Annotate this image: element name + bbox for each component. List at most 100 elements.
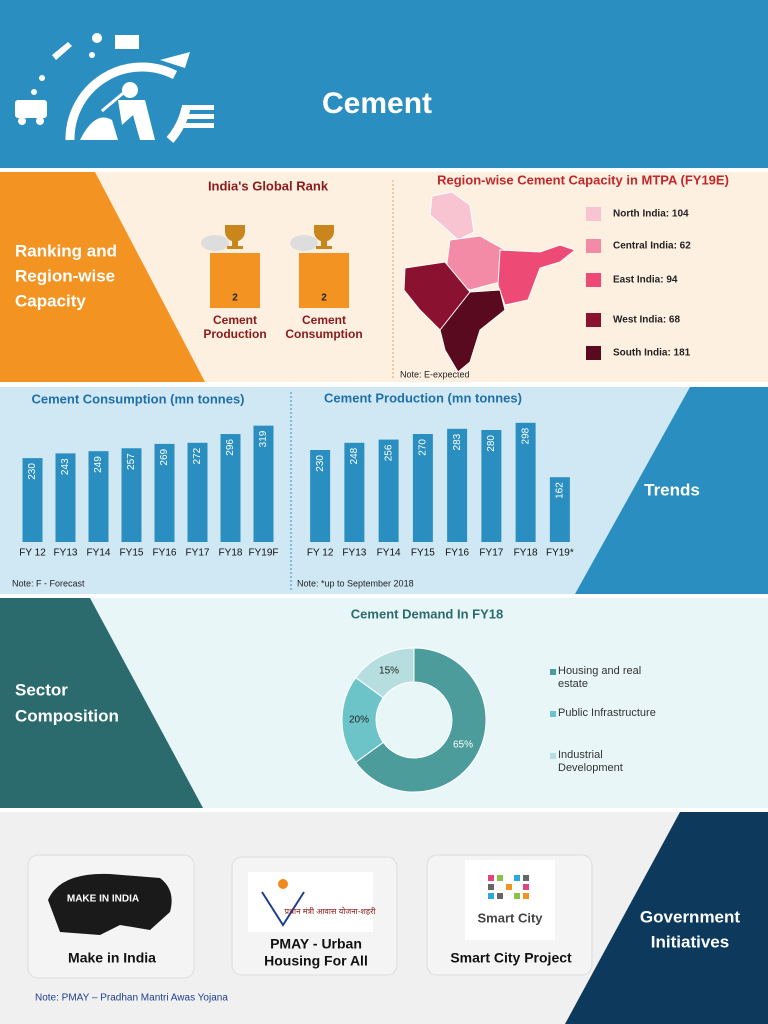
card-label: PMAY - Urban (270, 936, 362, 952)
legend-label: West India: 68 (613, 315, 680, 326)
bar-value-label: 162 (555, 482, 566, 499)
header-icons (15, 33, 214, 140)
x-tick-label: FY 12 (19, 548, 46, 559)
shadow (290, 235, 318, 251)
legend-swatch (586, 207, 601, 221)
pmay-logo (248, 872, 373, 932)
bar (447, 428, 468, 542)
ranking-label-shape (0, 172, 205, 382)
bar (22, 458, 43, 542)
section-label: Initiatives (651, 932, 729, 951)
government-label-shape (565, 812, 768, 1024)
bar-value-label: 256 (383, 444, 394, 461)
legend-label: North India: 104 (613, 209, 689, 220)
legend-label: East India: 94 (613, 275, 678, 286)
card: MAKE IN INDIA Make in India (27, 854, 195, 979)
bar-value-label: 230 (315, 455, 326, 472)
x-tick-label: FY13 (54, 548, 78, 559)
section-label: Composition (15, 706, 119, 725)
x-tick-label: FY17 (186, 548, 210, 559)
logo-dot (278, 879, 288, 889)
card: Smart City Smart City Project (426, 854, 593, 976)
rank-box (299, 253, 349, 308)
bar-value-label: 296 (225, 439, 236, 456)
card-label: Make in India (68, 950, 156, 966)
header-band (0, 0, 768, 168)
legend-swatch (550, 753, 556, 759)
bar-value-label: 319 (258, 430, 269, 447)
card-label: Smart City Project (450, 950, 572, 966)
bar-value-label: 270 (418, 439, 429, 456)
x-tick-label: FY13 (342, 548, 366, 559)
bar (412, 434, 433, 542)
legend-swatch (550, 711, 556, 717)
map-title: Region-wise Cement Capacity in MTPA (FY1… (437, 172, 729, 187)
bar-value-label: 230 (27, 463, 38, 480)
smart-city-logo (465, 860, 555, 940)
section-label: Ranking and (15, 241, 117, 260)
x-tick-label: FY18 (514, 548, 538, 559)
bar (481, 430, 502, 542)
chart-note: Note: F - Forecast (12, 578, 85, 588)
rank-value: 2 (321, 293, 327, 304)
sector-label-shape (0, 598, 203, 808)
legend-label: Industrial Development (558, 749, 623, 774)
logo-roof (261, 891, 305, 927)
x-tick-label: FY15 (411, 548, 435, 559)
chart-note: Note: *up to September 2018 (297, 578, 414, 588)
bar (187, 442, 208, 542)
section-label: Trends (644, 480, 700, 499)
footnote: Note: PMAY – Pradhan Mantri Awas Yojana (35, 993, 228, 1004)
legend-label: Central India: 62 (613, 241, 691, 252)
legend-swatch (586, 346, 601, 360)
slice-label: 20% (349, 715, 369, 726)
chart-title: Cement Demand In FY18 (351, 606, 503, 621)
bar-value-label: 249 (93, 456, 104, 473)
trends-label-shape (575, 387, 768, 594)
rank-value: 2 (232, 293, 238, 304)
bar (253, 425, 274, 542)
logo-grid (488, 875, 529, 899)
card-label: Housing For All (264, 953, 368, 969)
trophy (313, 225, 335, 249)
bar (515, 422, 536, 542)
bar-value-label: 243 (60, 458, 71, 475)
lion-logo (48, 873, 172, 935)
bar (55, 453, 76, 542)
map-region (429, 191, 475, 241)
bar-value-label: 283 (452, 433, 463, 450)
rank-label: Cement (302, 313, 346, 327)
slice-label: 15% (379, 666, 399, 677)
x-tick-label: FY18 (219, 548, 243, 559)
x-tick-label: FY19F (248, 548, 278, 559)
bar-value-label: 280 (486, 435, 497, 452)
x-tick-label: FY14 (87, 548, 111, 559)
x-tick-label: FY15 (120, 548, 144, 559)
legend-label: Public Infrastructure (558, 707, 656, 719)
logo-text: MAKE IN INDIA (67, 894, 139, 905)
rank-label: Production (203, 327, 266, 341)
x-tick-label: FY19* (546, 548, 574, 559)
legend-label: Housing and real estate (558, 665, 642, 690)
bar-value-label: 269 (159, 448, 170, 465)
ranking-label: Ranking and Region-wise Capacity (15, 241, 117, 310)
slice-label: 65% (453, 740, 473, 751)
bar-value-label: 298 (520, 427, 531, 444)
donut-slice (355, 647, 415, 699)
bar (88, 451, 109, 542)
section-label: Capacity (15, 291, 86, 310)
rank-label: Cement (213, 313, 257, 327)
donut-slice (355, 647, 487, 793)
trophy (224, 225, 246, 249)
map-note: Note: E-expected (400, 369, 470, 379)
x-tick-label: FY17 (479, 548, 503, 559)
legend-swatch (550, 669, 556, 675)
bar (310, 450, 331, 542)
bar (220, 434, 241, 542)
rank-box (210, 253, 260, 308)
legend-swatch (586, 239, 601, 253)
bar (549, 477, 570, 542)
bar-value-label: 257 (126, 453, 137, 470)
